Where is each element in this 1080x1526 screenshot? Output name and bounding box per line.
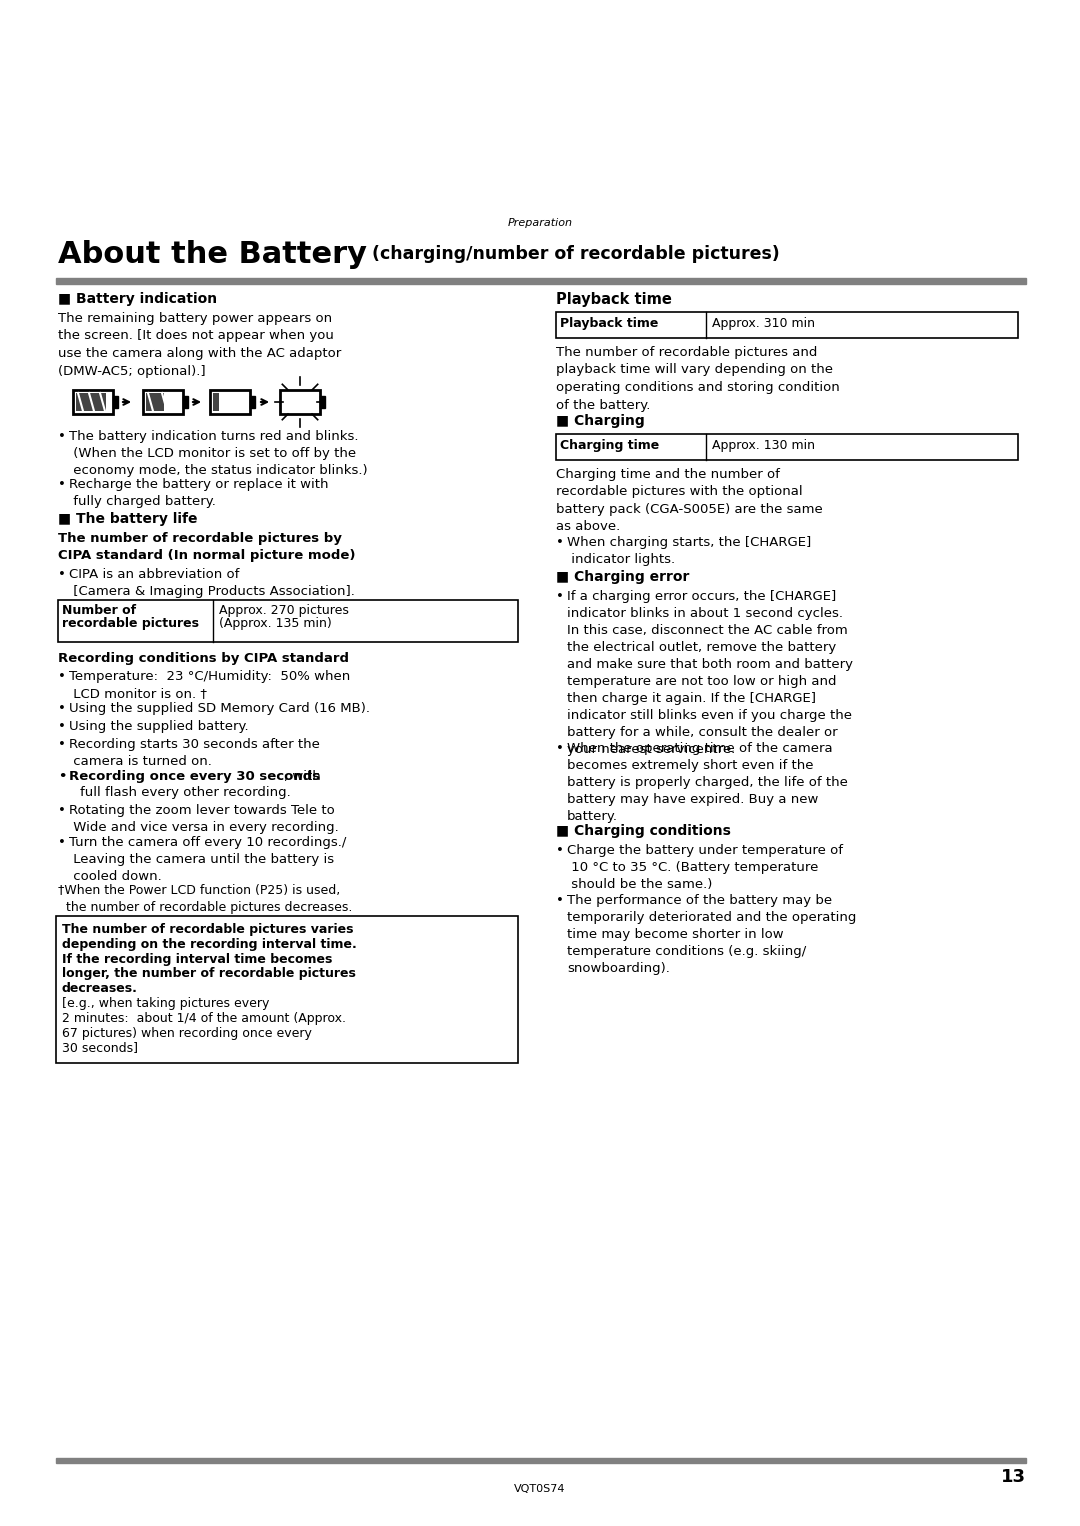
Bar (556, 433, 1018, 459)
Text: †When the Power LCD function (P25) is used,
  the number of recordable pictures : †When the Power LCD function (P25) is us… (58, 884, 352, 914)
Text: Charging time and the number of
recordable pictures with the optional
battery pa: Charging time and the number of recordab… (556, 468, 823, 534)
Bar (73, 391, 113, 414)
Bar (146, 394, 164, 410)
Text: Number of: Number of (62, 604, 136, 617)
Bar (556, 311, 706, 337)
Text: The number of recordable pictures by
CIPA standard (In normal picture mode): The number of recordable pictures by CIP… (58, 533, 355, 562)
Text: Preparation: Preparation (508, 218, 572, 227)
Text: •: • (556, 742, 564, 755)
Text: Charge the battery under temperature of
 10 °C to 35 °C. (Battery temperature
 s: Charge the battery under temperature of … (567, 844, 843, 891)
Bar (56, 916, 518, 1064)
Bar (58, 600, 518, 642)
Text: full flash every other recording.: full flash every other recording. (80, 786, 291, 800)
Text: Approx. 310 min: Approx. 310 min (712, 317, 815, 330)
Bar (58, 600, 213, 642)
Text: VQT0S74: VQT0S74 (514, 1483, 566, 1494)
Text: •: • (58, 739, 66, 751)
Bar (213, 394, 219, 410)
Text: Playback time: Playback time (561, 317, 659, 330)
Text: •: • (58, 568, 66, 581)
Text: If the recording interval time becomes: If the recording interval time becomes (62, 952, 333, 966)
Text: longer, the number of recordable pictures: longer, the number of recordable picture… (62, 967, 356, 980)
Text: , with: , with (284, 771, 321, 783)
Text: •: • (58, 702, 66, 716)
Text: 30 seconds]: 30 seconds] (62, 1041, 138, 1054)
Text: When the operating time of the camera
becomes extremely short even if the
batter: When the operating time of the camera be… (567, 742, 848, 823)
Text: Recording once every 30 seconds: Recording once every 30 seconds (69, 771, 320, 783)
Bar (210, 391, 249, 414)
Text: •: • (58, 771, 66, 783)
Text: About the Battery: About the Battery (58, 240, 367, 269)
Text: Temperature:  23 °C/Humidity:  50% when
 LCD monitor is on. †: Temperature: 23 °C/Humidity: 50% when LC… (69, 670, 350, 700)
Bar (56, 1457, 1026, 1463)
Bar (556, 311, 1018, 337)
Text: Turn the camera off every 10 recordings./
 Leaving the camera until the battery : Turn the camera off every 10 recordings.… (69, 836, 347, 884)
Text: decreases.: decreases. (62, 983, 138, 995)
Text: Recharge the battery or replace it with
 fully charged battery.: Recharge the battery or replace it with … (69, 478, 328, 508)
Bar (556, 433, 706, 459)
Text: ■ The battery life: ■ The battery life (58, 513, 198, 526)
Text: Recording starts 30 seconds after the
 camera is turned on.: Recording starts 30 seconds after the ca… (69, 739, 320, 768)
Bar (113, 397, 118, 407)
Text: When charging starts, the [CHARGE]
 indicator lights.: When charging starts, the [CHARGE] indic… (567, 536, 811, 566)
Text: Charging time: Charging time (561, 439, 659, 452)
Text: depending on the recording interval time.: depending on the recording interval time… (62, 938, 356, 951)
Bar (280, 391, 320, 414)
Text: •: • (58, 670, 66, 684)
Bar (249, 397, 255, 407)
Text: (Approx. 135 min): (Approx. 135 min) (219, 617, 332, 630)
Text: CIPA is an abbreviation of
 [Camera & Imaging Products Association].: CIPA is an abbreviation of [Camera & Ima… (69, 568, 355, 598)
Text: 13: 13 (1001, 1468, 1026, 1486)
Text: Approx. 270 pictures: Approx. 270 pictures (219, 604, 349, 617)
Text: The number of recordable pictures and
playback time will vary depending on the
o: The number of recordable pictures and pl… (556, 346, 840, 412)
Text: •: • (58, 804, 66, 816)
Text: •: • (58, 430, 66, 443)
Text: The remaining battery power appears on
the screen. [It does not appear when you
: The remaining battery power appears on t… (58, 311, 341, 377)
Text: Approx. 130 min: Approx. 130 min (712, 439, 815, 452)
Text: 67 pictures) when recording once every: 67 pictures) when recording once every (62, 1027, 312, 1039)
Text: (charging/number of recordable pictures): (charging/number of recordable pictures) (366, 246, 780, 262)
Bar (143, 391, 183, 414)
Text: ■ Charging conditions: ■ Charging conditions (556, 824, 731, 838)
Text: 2 minutes:  about 1/4 of the amount (Approx.: 2 minutes: about 1/4 of the amount (Appr… (62, 1012, 346, 1025)
Text: •: • (556, 844, 564, 858)
Text: •: • (556, 591, 564, 603)
Text: •: • (556, 894, 564, 906)
Text: The battery indication turns red and blinks.
 (When the LCD monitor is set to of: The battery indication turns red and bli… (69, 430, 367, 478)
Text: ■ Charging error: ■ Charging error (556, 571, 689, 584)
Text: •: • (556, 536, 564, 549)
Text: •: • (58, 478, 66, 491)
Text: The performance of the battery may be
temporarily deteriorated and the operating: The performance of the battery may be te… (567, 894, 856, 975)
Bar (56, 278, 1026, 284)
Text: Using the supplied SD Memory Card (16 MB).: Using the supplied SD Memory Card (16 MB… (69, 702, 370, 716)
Bar (183, 397, 188, 407)
Text: Recording conditions by CIPA standard: Recording conditions by CIPA standard (58, 652, 349, 665)
Text: Using the supplied battery.: Using the supplied battery. (69, 720, 248, 732)
Text: ■ Charging: ■ Charging (556, 414, 645, 427)
Text: Rotating the zoom lever towards Tele to
 Wide and vice versa in every recording.: Rotating the zoom lever towards Tele to … (69, 804, 339, 835)
Text: •: • (58, 836, 66, 848)
Text: If a charging error occurs, the [CHARGE]
indicator blinks in about 1 second cycl: If a charging error occurs, the [CHARGE]… (567, 591, 853, 755)
Bar (320, 397, 325, 407)
Text: Playback time: Playback time (556, 291, 672, 307)
Text: ■ Battery indication: ■ Battery indication (58, 291, 217, 307)
Bar (76, 394, 106, 410)
Text: recordable pictures: recordable pictures (62, 617, 199, 630)
Text: The number of recordable pictures varies: The number of recordable pictures varies (62, 923, 353, 935)
Text: •: • (58, 720, 66, 732)
Text: [e.g., when taking pictures every: [e.g., when taking pictures every (62, 996, 269, 1010)
